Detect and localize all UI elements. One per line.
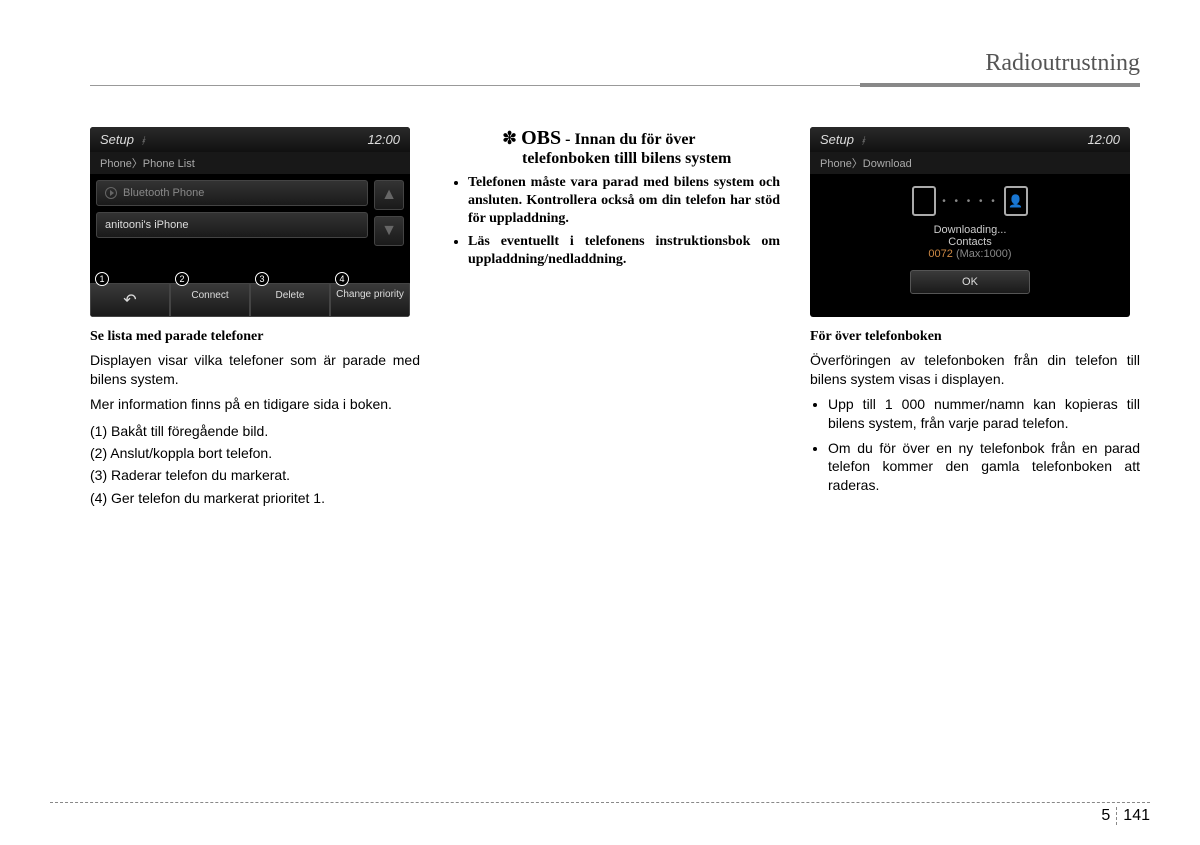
col1-numbered-list: (1) Bakåt till föregående bild. (2) Ansl… bbox=[90, 420, 420, 510]
screen-header-2: Setup ᚼ 12:00 bbox=[810, 127, 1130, 152]
phone-row-2-label: anitooni's iPhone bbox=[105, 219, 188, 231]
rule-thin bbox=[90, 85, 860, 86]
transfer-dots-icon: • • • • • bbox=[942, 196, 998, 207]
screen-breadcrumb-2: Phone〉Download bbox=[810, 152, 1130, 174]
downloading-label: Downloading... bbox=[810, 224, 1130, 236]
back-arrow-icon: ↶ bbox=[123, 292, 136, 309]
phone-row-1-label: Bluetooth Phone bbox=[123, 187, 204, 199]
col1-item-1: (1) Bakåt till föregående bild. bbox=[90, 420, 420, 442]
download-icons: • • • • • bbox=[810, 186, 1130, 216]
phone-row-1[interactable]: Bluetooth Phone bbox=[96, 180, 368, 206]
delete-label: Delete bbox=[276, 290, 305, 301]
scroll-buttons: ▲ ▼ bbox=[374, 180, 404, 246]
col3-bullet-list: Upp till 1 000 nummer/namn kan kopieras … bbox=[810, 395, 1140, 495]
col3-p1: Överföringen av telefonboken från din te… bbox=[810, 351, 1140, 389]
phone-list-body: Bluetooth Phone anitooni's iPhone ▲ ▼ bbox=[90, 174, 410, 246]
page-number-box: 5 141 bbox=[1101, 807, 1150, 825]
header-rule bbox=[90, 83, 1140, 87]
screen-time: 12:00 bbox=[367, 132, 400, 147]
phone-icon bbox=[912, 186, 936, 216]
change-priority-button[interactable]: 4 Change priority bbox=[330, 283, 410, 317]
scroll-up-button[interactable]: ▲ bbox=[374, 180, 404, 210]
contact-icon bbox=[1004, 186, 1028, 216]
screen-time-2: 12:00 bbox=[1087, 132, 1120, 147]
scroll-down-button[interactable]: ▼ bbox=[374, 216, 404, 246]
phone-list-screen: Setup ᚼ 12:00 Phone〉Phone List Bluetooth … bbox=[90, 127, 410, 317]
page-header: Radioutrustning bbox=[90, 50, 1140, 77]
screen-header: Setup ᚼ 12:00 bbox=[90, 127, 410, 152]
ok-button[interactable]: OK bbox=[910, 270, 1030, 294]
rule-thick bbox=[860, 83, 1140, 87]
screen-footer: 1 ↶ 2 Connect 3 Delete 4 Change priority bbox=[90, 283, 410, 317]
phone-row-2[interactable]: anitooni's iPhone bbox=[96, 212, 368, 238]
bluetooth-icon: ᚼ bbox=[140, 136, 146, 147]
column-middle: ✽ OBS - Innan du för över telefonboken t… bbox=[450, 127, 780, 509]
col1-p2: Mer information finns på en tidigare sid… bbox=[90, 395, 420, 414]
marker-3: 3 bbox=[255, 272, 269, 286]
download-count-row: 0072 (Max:1000) bbox=[810, 248, 1130, 260]
download-max: (Max:1000) bbox=[953, 248, 1012, 260]
obs-bullet-2: Läs eventuellt i telefonens instruktions… bbox=[468, 233, 780, 269]
col1-item-2: (2) Anslut/koppla bort telefon. bbox=[90, 442, 420, 464]
change-priority-label: Change priority bbox=[333, 290, 407, 300]
download-screen: Setup ᚼ 12:00 Phone〉Download • • • • • Do… bbox=[810, 127, 1130, 317]
content-columns: Setup ᚼ 12:00 Phone〉Phone List Bluetooth … bbox=[90, 127, 1140, 509]
col3-bullet-1: Upp till 1 000 nummer/namn kan kopieras … bbox=[828, 395, 1140, 433]
col3-heading: För över telefonboken bbox=[810, 329, 1140, 345]
back-button[interactable]: 1 ↶ bbox=[90, 283, 170, 317]
col1-item-4: (4) Ger telefon du markerat prioritet 1. bbox=[90, 487, 420, 509]
col1-heading: Se lista med parade telefoner bbox=[90, 329, 420, 345]
chapter-number: 5 bbox=[1101, 807, 1117, 825]
download-body: • • • • • Downloading... Contacts 0072 (… bbox=[810, 174, 1130, 294]
column-left: Setup ᚼ 12:00 Phone〉Phone List Bluetooth … bbox=[90, 127, 420, 509]
delete-button[interactable]: 3 Delete bbox=[250, 283, 330, 317]
screen-title-2: Setup bbox=[820, 132, 854, 147]
screen-title: Setup bbox=[100, 132, 134, 147]
download-count: 0072 bbox=[928, 248, 952, 260]
col1-p1: Displayen visar vilka telefoner som är p… bbox=[90, 351, 420, 389]
marker-1: 1 bbox=[95, 272, 109, 286]
connect-label: Connect bbox=[191, 290, 228, 301]
obs-bullet-1: Telefonen måste vara parad med bilens sy… bbox=[468, 174, 780, 229]
screen-breadcrumb: Phone〉Phone List bbox=[90, 152, 410, 174]
play-icon bbox=[105, 187, 117, 199]
column-right: Setup ᚼ 12:00 Phone〉Download • • • • • Do… bbox=[810, 127, 1140, 509]
marker-4: 4 bbox=[335, 272, 349, 286]
obs-dash: - bbox=[561, 131, 574, 148]
contacts-label: Contacts bbox=[810, 236, 1130, 248]
page-footer: 5 141 bbox=[50, 802, 1150, 825]
col1-item-3: (3) Raderar telefon du markerat. bbox=[90, 464, 420, 486]
obs-heading: ✽ OBS - Innan du för över telefonboken t… bbox=[450, 127, 780, 168]
bluetooth-icon-2: ᚼ bbox=[860, 136, 866, 147]
marker-2: 2 bbox=[175, 272, 189, 286]
connect-button[interactable]: 2 Connect bbox=[170, 283, 250, 317]
obs-star-icon: ✽ bbox=[502, 128, 517, 148]
header-title: Radioutrustning bbox=[985, 50, 1140, 76]
phone-list-items: Bluetooth Phone anitooni's iPhone bbox=[96, 180, 368, 246]
obs-title: OBS bbox=[521, 127, 561, 149]
manual-page: Radioutrustning Setup ᚼ 12:00 Phone〉Phone… bbox=[0, 0, 1200, 539]
col3-bullet-2: Om du för över en ny telefonbok från en … bbox=[828, 439, 1140, 496]
page-number: 141 bbox=[1117, 807, 1150, 825]
obs-bullet-list: Telefonen måste vara parad med bilens sy… bbox=[450, 174, 780, 269]
